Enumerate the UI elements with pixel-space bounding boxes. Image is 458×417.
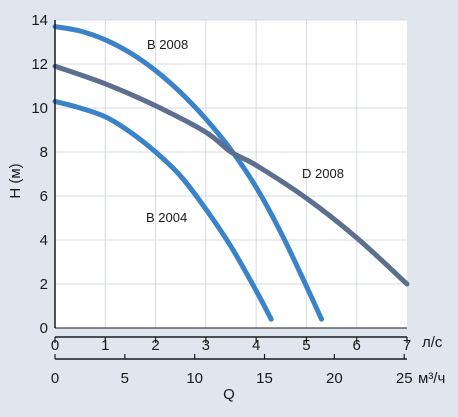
- x-secondary-tick-label: 10: [186, 370, 203, 387]
- y-tick-label: 2: [40, 276, 48, 293]
- x-secondary-tick-label: 25: [396, 370, 413, 387]
- series-label-d2008: D 2008: [302, 166, 344, 181]
- x-secondary-tick-label: 20: [326, 370, 343, 387]
- x-axis-secondary-unit: м³/ч: [418, 370, 445, 387]
- y-tick-label: 6: [40, 188, 48, 205]
- x-primary-tick-label: 1: [101, 337, 109, 354]
- plot-area: [55, 20, 407, 328]
- x-primary-tick-label: 7: [403, 337, 411, 354]
- x-secondary-tick-label: 0: [51, 370, 59, 387]
- x-primary-tick-label: 4: [252, 337, 260, 354]
- y-tick-label: 4: [40, 232, 48, 249]
- y-axis-title: H (м): [7, 163, 24, 198]
- x-primary-tick-label: 6: [353, 337, 361, 354]
- y-tick-label: 10: [31, 100, 48, 117]
- y-tick-label: 8: [40, 144, 48, 161]
- x-primary-tick-label: 3: [202, 337, 210, 354]
- x-axis-primary-unit: л/с: [422, 334, 443, 351]
- x-secondary-tick-label: 15: [256, 370, 273, 387]
- series-label-b2008: B 2008: [147, 37, 188, 52]
- series-label-b2004: B 2004: [146, 210, 187, 225]
- x-primary-tick-label: 5: [302, 337, 310, 354]
- x-primary-tick-label: 0: [51, 337, 59, 354]
- x-primary-tick-label: 2: [151, 337, 159, 354]
- y-tick-label: 14: [31, 12, 48, 29]
- series-line-b2004: [52, 98, 274, 322]
- y-tick-label: 0: [40, 320, 48, 337]
- x-secondary-tick-label: 5: [121, 370, 129, 387]
- series-line-b2008: [52, 24, 324, 322]
- series-lines: [52, 24, 410, 322]
- x-axis-title: Q: [223, 386, 235, 403]
- chart-text: H (м) Q л/с м³/ч B 2008 D 2008 B 2004: [7, 37, 445, 403]
- y-tick-label: 12: [31, 56, 48, 73]
- series-line-d2008: [52, 63, 410, 287]
